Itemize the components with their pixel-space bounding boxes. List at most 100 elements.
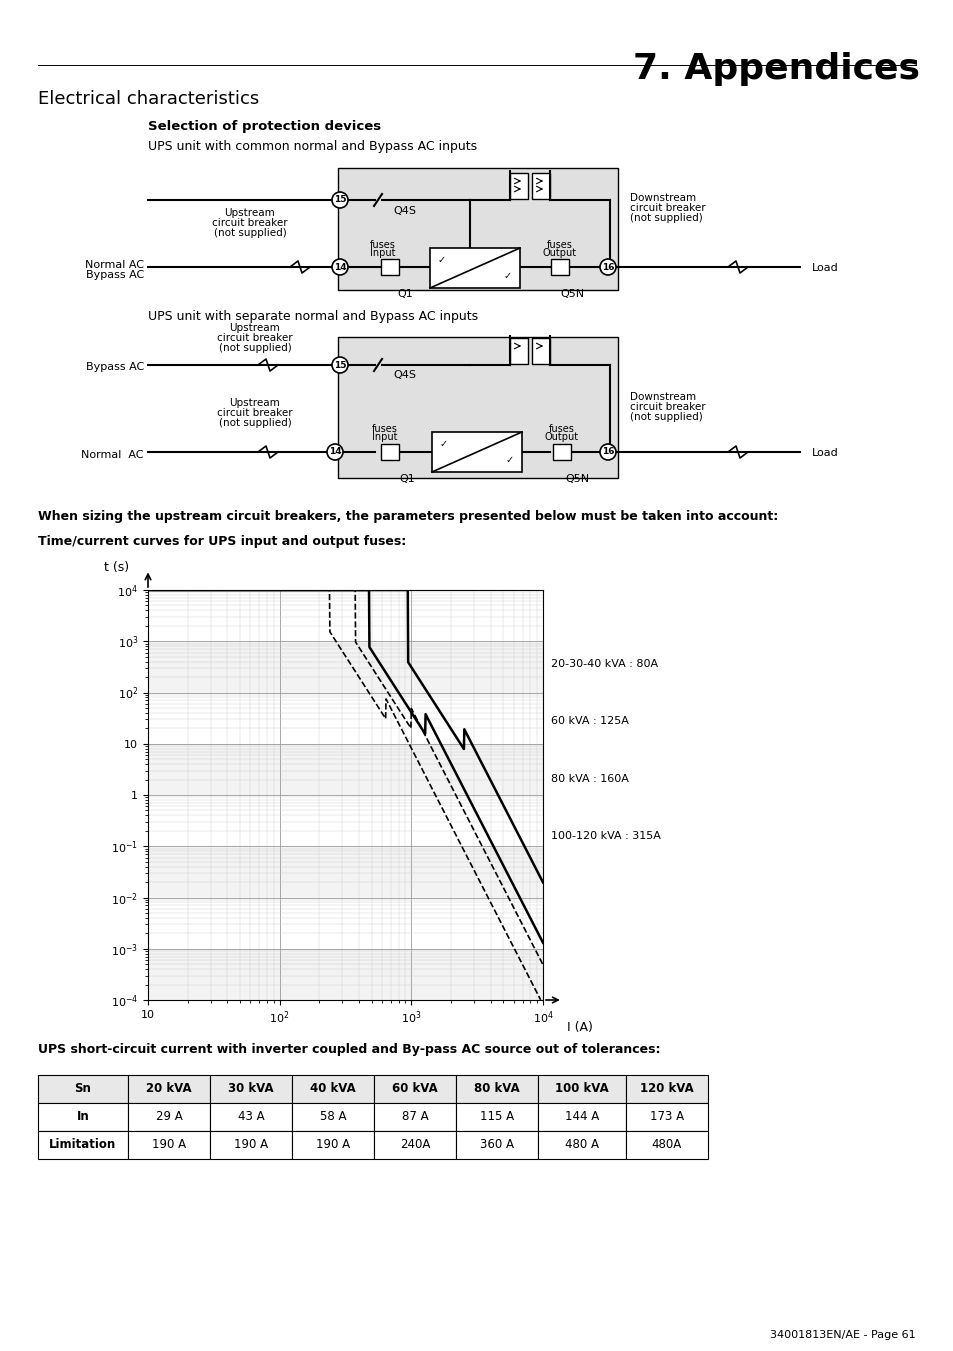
Bar xyxy=(553,444,571,459)
Text: 16: 16 xyxy=(601,262,614,272)
Text: I (A): I (A) xyxy=(566,1020,592,1034)
Bar xyxy=(38,1075,128,1102)
Text: 29 A: 29 A xyxy=(155,1111,182,1124)
Bar xyxy=(210,1131,292,1159)
Text: Normal AC: Normal AC xyxy=(85,259,144,270)
Text: 100-120 kVA : 315A: 100-120 kVA : 315A xyxy=(550,831,660,842)
Text: 14: 14 xyxy=(329,447,341,457)
Text: 60 kVA: 60 kVA xyxy=(392,1082,437,1096)
Bar xyxy=(337,336,618,478)
Text: ✓: ✓ xyxy=(505,455,514,465)
Bar xyxy=(430,249,519,288)
Text: Input: Input xyxy=(370,249,395,258)
Text: ✓: ✓ xyxy=(437,255,446,265)
Text: (not supplied): (not supplied) xyxy=(629,213,702,223)
Text: In: In xyxy=(76,1111,90,1124)
Text: 34001813EN/AE - Page 61: 34001813EN/AE - Page 61 xyxy=(770,1329,915,1340)
Bar xyxy=(456,1131,537,1159)
Bar xyxy=(292,1075,374,1102)
Text: 40 kVA: 40 kVA xyxy=(310,1082,355,1096)
Bar xyxy=(292,1131,374,1159)
Bar xyxy=(537,1075,625,1102)
Text: When sizing the upstream circuit breakers, the parameters presented below must b: When sizing the upstream circuit breaker… xyxy=(38,509,778,523)
Text: 173 A: 173 A xyxy=(649,1111,683,1124)
Text: Bypass AC: Bypass AC xyxy=(86,362,144,372)
Text: 87 A: 87 A xyxy=(401,1111,428,1124)
Bar xyxy=(148,846,542,897)
Text: 7. Appendices: 7. Appendices xyxy=(633,51,919,86)
Text: Electrical characteristics: Electrical characteristics xyxy=(38,91,259,108)
Bar xyxy=(210,1102,292,1131)
Text: (not supplied): (not supplied) xyxy=(218,343,291,353)
Text: 20 kVA: 20 kVA xyxy=(146,1082,192,1096)
Bar xyxy=(148,948,542,1000)
Text: UPS unit with separate normal and Bypass AC inputs: UPS unit with separate normal and Bypass… xyxy=(148,309,477,323)
Bar xyxy=(510,338,527,363)
Text: fuses: fuses xyxy=(546,240,573,250)
Bar xyxy=(432,432,521,471)
Text: 58 A: 58 A xyxy=(319,1111,346,1124)
Y-axis label: t (s): t (s) xyxy=(104,561,129,574)
Text: 120 kVA: 120 kVA xyxy=(639,1082,693,1096)
Text: 240A: 240A xyxy=(399,1139,430,1151)
Text: 480A: 480A xyxy=(651,1139,681,1151)
Text: circuit breaker: circuit breaker xyxy=(217,408,293,417)
Text: 80 kVA: 80 kVA xyxy=(474,1082,519,1096)
Bar xyxy=(292,1102,374,1131)
Text: Upstream: Upstream xyxy=(224,208,275,218)
Bar xyxy=(625,1075,707,1102)
Text: circuit breaker: circuit breaker xyxy=(629,203,705,213)
Text: fuses: fuses xyxy=(370,240,395,250)
Text: Load: Load xyxy=(811,263,838,273)
Bar xyxy=(380,259,398,276)
Bar xyxy=(456,1102,537,1131)
Bar xyxy=(337,168,618,290)
Text: 144 A: 144 A xyxy=(564,1111,598,1124)
Text: (not supplied): (not supplied) xyxy=(218,417,291,428)
Bar xyxy=(38,1131,128,1159)
Bar xyxy=(456,1075,537,1102)
Text: Q5N: Q5N xyxy=(559,289,583,299)
Bar xyxy=(537,1131,625,1159)
Text: 190 A: 190 A xyxy=(315,1139,350,1151)
Circle shape xyxy=(599,259,616,276)
Text: UPS unit with common normal and Bypass AC inputs: UPS unit with common normal and Bypass A… xyxy=(148,141,476,153)
Text: Upstream: Upstream xyxy=(230,323,280,332)
Text: Q5N: Q5N xyxy=(564,474,588,484)
Bar xyxy=(380,444,398,459)
Text: ✓: ✓ xyxy=(439,439,448,449)
Text: 360 A: 360 A xyxy=(479,1139,514,1151)
Bar xyxy=(551,259,568,276)
Bar xyxy=(532,338,550,363)
Circle shape xyxy=(332,192,348,208)
Text: 15: 15 xyxy=(334,361,346,370)
Bar xyxy=(128,1131,210,1159)
Text: 43 A: 43 A xyxy=(237,1111,264,1124)
Text: Output: Output xyxy=(542,249,577,258)
Text: Downstream: Downstream xyxy=(629,392,696,403)
Text: 14: 14 xyxy=(334,262,346,272)
Text: Q1: Q1 xyxy=(396,289,413,299)
Bar xyxy=(374,1102,456,1131)
Text: Normal  AC: Normal AC xyxy=(81,450,144,459)
Text: 15: 15 xyxy=(334,196,346,204)
Text: 115 A: 115 A xyxy=(479,1111,514,1124)
Circle shape xyxy=(332,357,348,373)
Text: (not supplied): (not supplied) xyxy=(213,228,286,238)
Text: Limitation: Limitation xyxy=(50,1139,116,1151)
Bar xyxy=(537,1102,625,1131)
Text: 480 A: 480 A xyxy=(564,1139,598,1151)
Text: 100 kVA: 100 kVA xyxy=(555,1082,608,1096)
Text: Input: Input xyxy=(372,432,397,442)
Text: fuses: fuses xyxy=(372,424,397,434)
Text: Load: Load xyxy=(811,449,838,458)
Text: (not supplied): (not supplied) xyxy=(629,412,702,422)
Text: 20-30-40 kVA : 80A: 20-30-40 kVA : 80A xyxy=(550,659,658,669)
Bar xyxy=(148,744,542,794)
Text: Bypass AC: Bypass AC xyxy=(86,270,144,280)
Text: 60 kVA : 125A: 60 kVA : 125A xyxy=(550,716,628,727)
Circle shape xyxy=(327,444,343,459)
Bar xyxy=(148,642,542,693)
Text: 16: 16 xyxy=(601,447,614,457)
Text: 80 kVA : 160A: 80 kVA : 160A xyxy=(550,774,628,784)
